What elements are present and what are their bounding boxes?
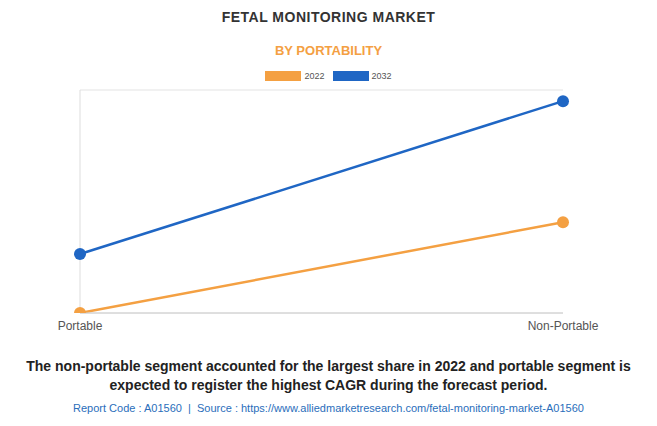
html-text:2032: 2032: [371, 71, 392, 81]
html-text:2022: 2022: [304, 71, 325, 81]
html-text:Report Code : A01560 | Source: Report Code : A01560 | Source : https://…: [73, 402, 584, 414]
svg-text:Non-Portable: Non-Portable: [528, 319, 599, 333]
html-text:FETAL MONITORING MARKET: FETAL MONITORING MARKET: [221, 9, 436, 25]
svg-text:Portable: Portable: [58, 319, 103, 333]
html-text:The non-portable segment accou: The non-portable segment accounted for t…: [26, 358, 631, 393]
html-text:BY PORTABILITY: BY PORTABILITY: [274, 43, 383, 58]
